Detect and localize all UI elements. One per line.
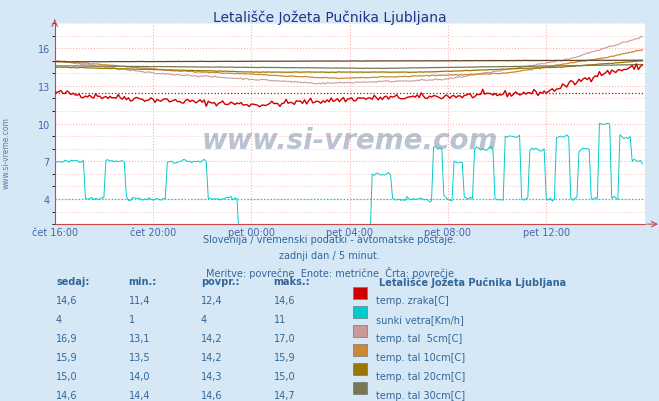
Text: 1: 1 bbox=[129, 314, 134, 324]
Text: 14,4: 14,4 bbox=[129, 390, 150, 400]
Text: temp. tal 20cm[C]: temp. tal 20cm[C] bbox=[376, 371, 465, 381]
Text: 14,6: 14,6 bbox=[201, 390, 223, 400]
Text: sedaj:: sedaj: bbox=[56, 277, 90, 287]
Text: povpr.:: povpr.: bbox=[201, 277, 239, 287]
Text: Meritve: povrečne  Enote: metrične  Črta: povrečje: Meritve: povrečne Enote: metrične Črta: … bbox=[206, 267, 453, 279]
Text: 15,0: 15,0 bbox=[56, 371, 78, 381]
Text: 14,3: 14,3 bbox=[201, 371, 223, 381]
Text: 11,4: 11,4 bbox=[129, 296, 150, 306]
Text: 14,6: 14,6 bbox=[56, 390, 78, 400]
Text: 16,9: 16,9 bbox=[56, 333, 78, 343]
Text: 14,6: 14,6 bbox=[273, 296, 295, 306]
Text: 14,2: 14,2 bbox=[201, 352, 223, 362]
Text: 15,9: 15,9 bbox=[273, 352, 295, 362]
Text: temp. tal  5cm[C]: temp. tal 5cm[C] bbox=[376, 333, 462, 343]
Text: zadnji dan / 5 minut.: zadnji dan / 5 minut. bbox=[279, 251, 380, 261]
Text: temp. tal 30cm[C]: temp. tal 30cm[C] bbox=[376, 390, 465, 400]
Text: 17,0: 17,0 bbox=[273, 333, 295, 343]
Text: 14,6: 14,6 bbox=[56, 296, 78, 306]
Text: 11: 11 bbox=[273, 314, 286, 324]
Text: 4: 4 bbox=[56, 314, 62, 324]
Text: 15,0: 15,0 bbox=[273, 371, 295, 381]
Text: 14,2: 14,2 bbox=[201, 333, 223, 343]
Text: temp. tal 10cm[C]: temp. tal 10cm[C] bbox=[376, 352, 465, 362]
Text: Letališče Jožeta Pučnika Ljubljana: Letališče Jožeta Pučnika Ljubljana bbox=[213, 10, 446, 24]
Text: www.si-vreme.com: www.si-vreme.com bbox=[2, 117, 11, 188]
Text: 14,7: 14,7 bbox=[273, 390, 295, 400]
Text: 15,9: 15,9 bbox=[56, 352, 78, 362]
Text: min.:: min.: bbox=[129, 277, 157, 287]
Text: temp. zraka[C]: temp. zraka[C] bbox=[376, 296, 448, 306]
Text: sunki vetra[Km/h]: sunki vetra[Km/h] bbox=[376, 314, 463, 324]
Text: Slovenija / vremenski podatki - avtomatske postaje.: Slovenija / vremenski podatki - avtomats… bbox=[203, 235, 456, 245]
Text: 12,4: 12,4 bbox=[201, 296, 223, 306]
Text: www.si-vreme.com: www.si-vreme.com bbox=[202, 126, 498, 154]
Text: 4: 4 bbox=[201, 314, 207, 324]
Text: maks.:: maks.: bbox=[273, 277, 310, 287]
Text: 13,1: 13,1 bbox=[129, 333, 150, 343]
Text: Letališče Jožeta Pučnika Ljubljana: Letališče Jožeta Pučnika Ljubljana bbox=[379, 277, 566, 287]
Text: 14,0: 14,0 bbox=[129, 371, 150, 381]
Text: 13,5: 13,5 bbox=[129, 352, 150, 362]
